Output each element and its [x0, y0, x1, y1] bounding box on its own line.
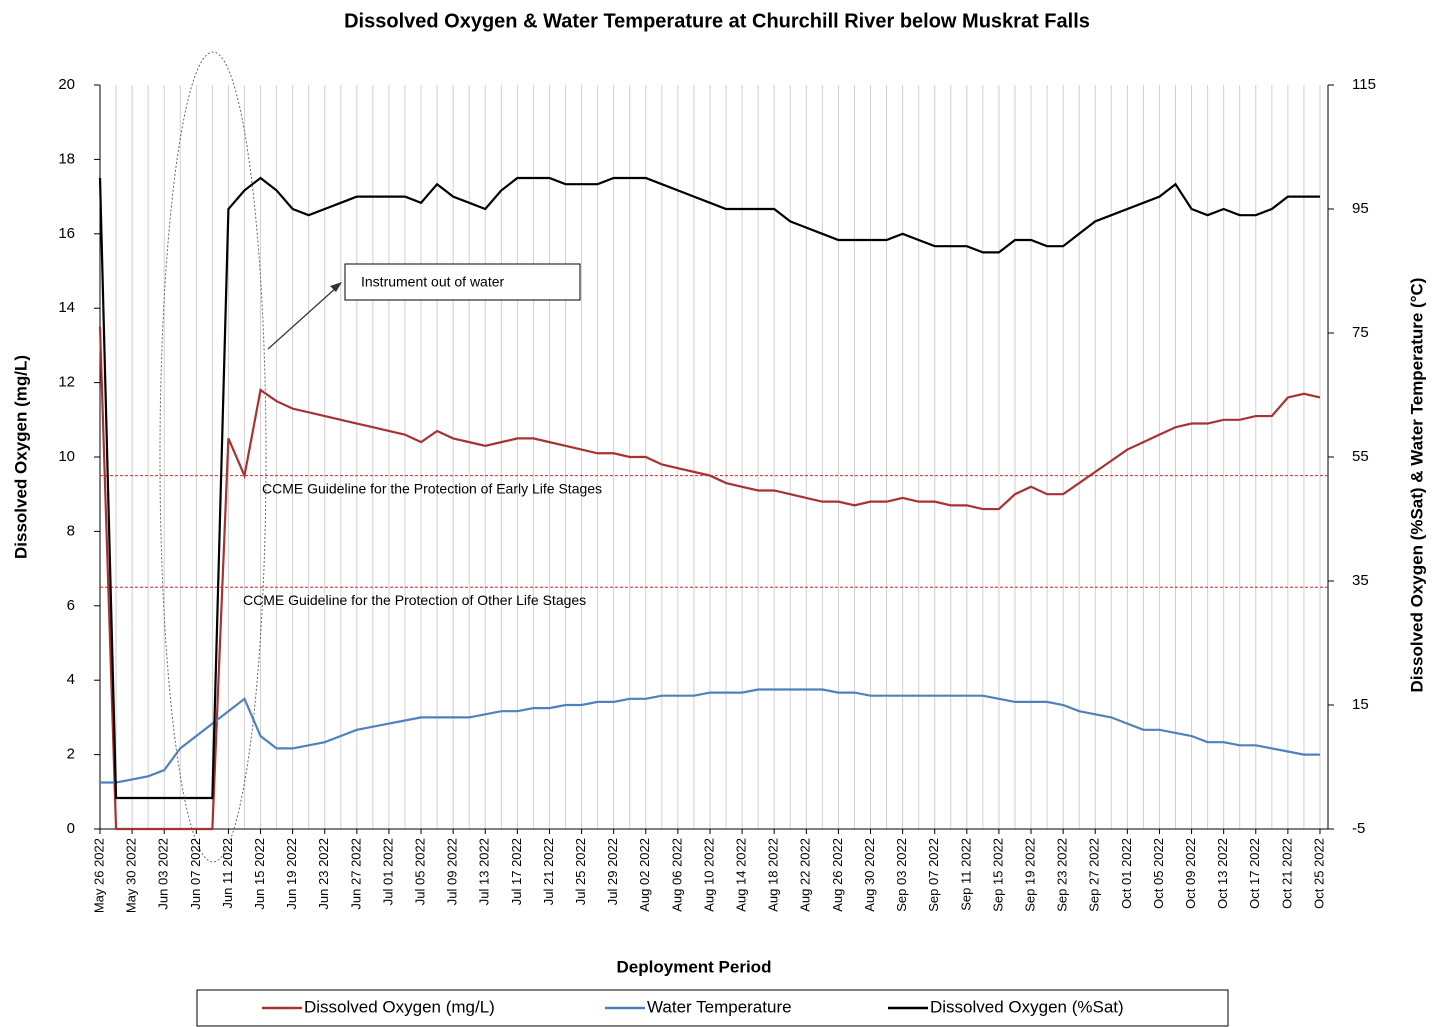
x-tick-label: Sep 07 2022	[926, 838, 941, 912]
x-tick-label: Oct 13 2022	[1215, 838, 1230, 909]
x-tick-label: Jul 09 2022	[445, 838, 460, 905]
x-tick-label: Jun 03 2022	[156, 838, 171, 910]
x-tick-label: Jun 23 2022	[316, 838, 331, 910]
y-tick-label: 16	[58, 225, 75, 242]
legend-items: Dissolved Oxygen (mg/L) Water Temperature…	[262, 997, 1124, 1016]
x-tick-label: Jul 17 2022	[509, 838, 524, 905]
chart-title: Dissolved Oxygen & Water Temperature at …	[344, 10, 1090, 32]
y2-tick-label: 55	[1352, 448, 1369, 465]
x-tick-label: Aug 02 2022	[637, 838, 652, 912]
x-tick-label: Jul 01 2022	[380, 838, 395, 905]
arrow-head	[330, 282, 342, 292]
x-tick-label: Aug 22 2022	[798, 838, 813, 912]
x-tick-label: Jun 27 2022	[348, 838, 363, 910]
x-tick-label: Jul 25 2022	[573, 838, 588, 905]
x-tick-label: Sep 03 2022	[894, 838, 909, 912]
annotation-box	[344, 263, 581, 301]
x-tick-label: Aug 10 2022	[701, 838, 716, 912]
y2-tick-label: 115	[1352, 76, 1376, 93]
y-axis-title: Dissolved Oxygen (mg/L)	[11, 355, 30, 559]
y-tick-label: 18	[58, 150, 75, 167]
series-line	[100, 688, 1320, 784]
x-tick-label: Sep 27 2022	[1087, 838, 1102, 912]
x-tick-label: Aug 30 2022	[862, 838, 877, 912]
y-tick-label: 14	[58, 299, 75, 316]
x-tick-label: Jul 29 2022	[605, 838, 620, 905]
x-tick-label: Sep 15 2022	[990, 838, 1005, 912]
x-tick-label: Oct 17 2022	[1247, 838, 1262, 909]
legend-label: Water Temperature	[647, 997, 792, 1016]
x-tick-label: Sep 11 2022	[958, 838, 973, 911]
series-line	[98, 326, 1321, 831]
y2-tick-label: 15	[1352, 696, 1369, 713]
y2-tick-label: -5	[1352, 820, 1365, 837]
x-tick-label: Sep 19 2022	[1022, 838, 1037, 912]
legend-label: Dissolved Oxygen (mg/L)	[304, 997, 495, 1016]
x-tick-label: Oct 05 2022	[1151, 838, 1166, 909]
annotation: Instrument out of water	[361, 274, 505, 290]
highlight-ellipse	[159, 51, 267, 863]
guideline-label: CCME Guideline for the Protection of Ear…	[262, 480, 602, 496]
y-tick-label: 20	[58, 76, 75, 93]
y-tick-label: 2	[67, 746, 75, 763]
x-tick-label: Jul 21 2022	[541, 838, 556, 905]
y-tick-label: 0	[67, 820, 75, 837]
guideline-label: CCME Guideline for the Protection of Oth…	[243, 592, 586, 608]
x-tick-label: Jun 15 2022	[252, 838, 267, 910]
y2-tick-label: 75	[1352, 324, 1369, 341]
x-tick-label: Jul 05 2022	[412, 838, 427, 905]
x-tick-label: Oct 25 2022	[1311, 838, 1326, 909]
legend	[196, 989, 1229, 1027]
x-tick-label: May 26 2022	[91, 838, 106, 913]
y-tick-label: 12	[58, 374, 75, 391]
x-tick-label: Oct 21 2022	[1279, 838, 1294, 909]
y-tick-label: 10	[58, 448, 75, 465]
y2-tick-label: 95	[1352, 200, 1369, 217]
series-line	[98, 176, 1320, 800]
x-tick-label: Jun 11 2022	[220, 838, 235, 909]
x-tick-label: Aug 14 2022	[734, 838, 749, 912]
x-tick-label: Jun 19 2022	[284, 838, 299, 910]
x-tick-label: Jul 13 2022	[477, 838, 492, 905]
x-tick-label: Aug 26 2022	[830, 838, 845, 912]
y2-tick-label: 35	[1352, 572, 1369, 589]
annotation-arrow	[267, 286, 338, 350]
x-tick-label: Jun 07 2022	[188, 838, 203, 910]
plot: CCME Guideline for the Protection of Ear…	[98, 176, 1328, 831]
x-tick-label: Oct 01 2022	[1119, 838, 1134, 909]
x-axis-title: Deployment Period	[617, 957, 772, 976]
y-tick-label: 8	[67, 522, 75, 539]
plot-area	[100, 85, 1328, 829]
x-tick-label: Oct 09 2022	[1183, 838, 1198, 909]
x-tick-label: Aug 06 2022	[669, 838, 684, 912]
x-tick-label: Sep 23 2022	[1055, 838, 1070, 912]
x-tick-label: Aug 18 2022	[766, 838, 781, 912]
grid	[94, 84, 1334, 834]
x-tick-label: May 30 2022	[124, 838, 139, 913]
legend-label: Dissolved Oxygen (%Sat)	[930, 997, 1124, 1016]
y-tick-label: 6	[67, 597, 75, 614]
y2-axis-title: Dissolved Oxygen (%Sat) & Water Temperat…	[1407, 278, 1426, 693]
y-tick-label: 4	[67, 671, 75, 688]
